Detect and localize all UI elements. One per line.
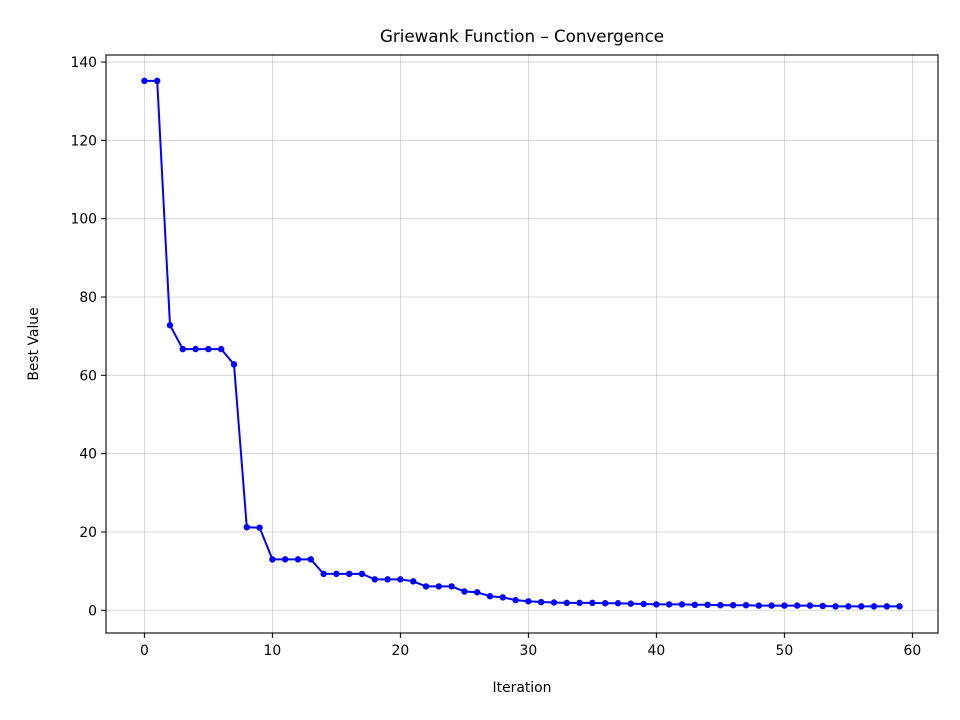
data-point: [474, 589, 481, 596]
data-point: [755, 602, 762, 609]
data-point: [333, 570, 340, 578]
y-tick-label: 80: [79, 290, 97, 306]
data-point: [256, 524, 263, 531]
data-point: [179, 345, 186, 353]
data-point: [870, 603, 878, 610]
data-point: [461, 588, 468, 595]
data-point: [704, 601, 711, 609]
data-point: [141, 77, 148, 85]
data-point: [550, 599, 558, 606]
data-point: [883, 603, 890, 610]
x-tick-label: 0: [140, 643, 149, 659]
data-point: [230, 361, 238, 368]
data-point: [448, 583, 455, 590]
y-tick-label: 100: [70, 212, 97, 228]
data-point: [794, 602, 801, 609]
data-point: [358, 570, 366, 578]
data-point: [192, 345, 199, 353]
data-point: [307, 556, 314, 563]
x-tick-label: 50: [776, 643, 794, 659]
data-point: [576, 599, 583, 607]
data-point: [320, 570, 327, 578]
data-point: [166, 322, 174, 329]
plot-frame: [105, 54, 939, 634]
x-tick-label: 40: [648, 643, 666, 659]
data-point: [563, 599, 570, 607]
y-tick-label: 0: [88, 603, 97, 619]
data-point: [896, 603, 903, 610]
data-point: [154, 77, 161, 85]
data-point: [832, 603, 839, 610]
data-point: [640, 600, 647, 608]
data-point: [435, 583, 442, 590]
data-point: [691, 601, 698, 609]
data-point: [499, 594, 506, 601]
data-point: [742, 601, 750, 609]
x-tick-label: 60: [904, 643, 922, 659]
chart-title: Griewank Function – Convergence: [380, 26, 664, 46]
data-point: [858, 603, 865, 610]
data-point: [730, 601, 737, 609]
data-point: [614, 600, 622, 607]
data-point: [717, 601, 724, 609]
data-point: [486, 592, 494, 600]
data-point: [397, 576, 404, 583]
data-point: [845, 603, 852, 610]
data-point: [205, 345, 212, 353]
data-point: [410, 578, 417, 585]
data-point: [422, 583, 430, 590]
data-point: [653, 601, 660, 608]
data-point: [678, 601, 686, 608]
data-point: [768, 602, 775, 609]
y-tick-label: 140: [70, 55, 97, 71]
y-axis-label: Best Value: [26, 307, 42, 380]
data-point: [602, 600, 609, 607]
y-tick-label: 20: [79, 525, 97, 541]
ticks: 0 10 20 30 40 50 60 0 20 40 60 80 100 120 140: [70, 55, 921, 659]
data-point: [294, 556, 302, 563]
x-axis-label: Iteration: [493, 680, 552, 696]
data-point: [589, 599, 596, 607]
grid: [106, 55, 938, 633]
data-point: [627, 600, 634, 607]
data-point: [781, 602, 788, 609]
data-point: [269, 556, 276, 563]
data-point: [819, 602, 826, 610]
data-point: [282, 556, 289, 563]
data-point: [512, 596, 519, 604]
data-point: [243, 524, 250, 531]
data-point: [806, 602, 814, 609]
data-point: [218, 345, 225, 353]
data-point: [525, 598, 532, 605]
data-point: [346, 570, 353, 578]
x-tick-label: 10: [264, 643, 282, 659]
y-tick-label: 40: [79, 447, 97, 463]
y-tick-label: 120: [70, 133, 97, 149]
data-point: [666, 601, 673, 608]
data-point: [371, 576, 378, 583]
data-point: [384, 576, 391, 583]
x-tick-label: 20: [392, 643, 410, 659]
x-tick-label: 30: [520, 643, 538, 659]
series-layer: [141, 77, 903, 610]
data-point: [538, 598, 545, 606]
y-tick-label: 60: [79, 368, 97, 384]
